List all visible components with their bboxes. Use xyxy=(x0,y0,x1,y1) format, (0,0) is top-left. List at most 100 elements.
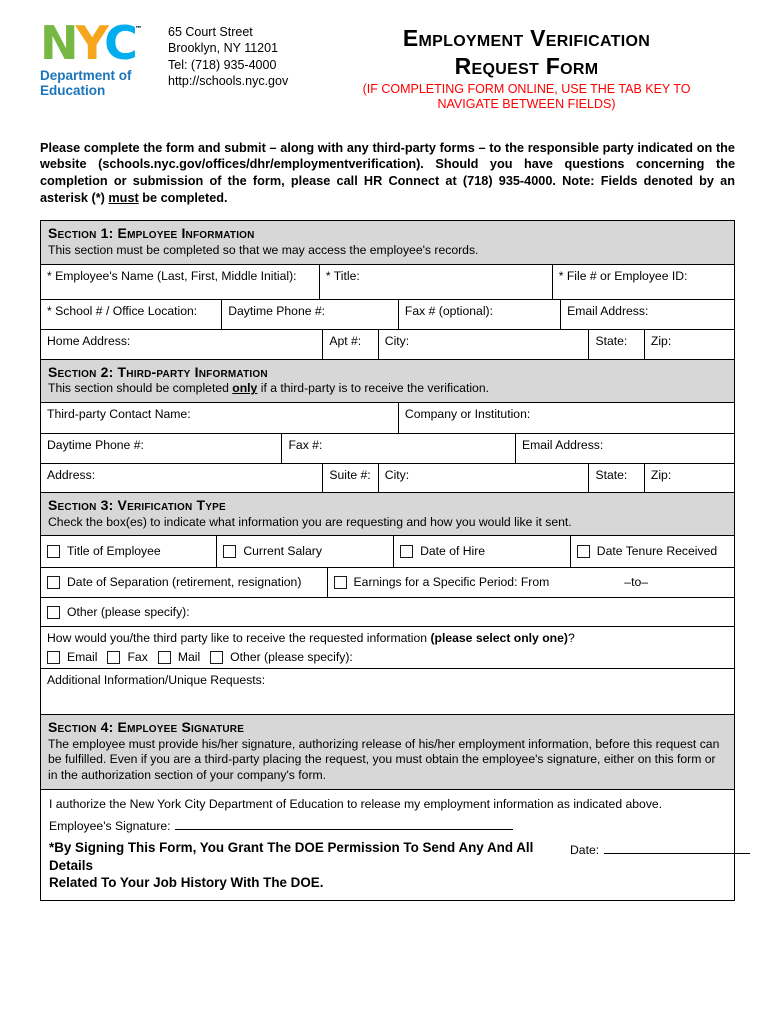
section-1-row-1: * Employee's Name (Last, First, Middle I… xyxy=(41,263,734,299)
file-number-field[interactable]: * File # or Employee ID: xyxy=(551,264,734,299)
mail-option: Mail xyxy=(157,649,201,665)
employee-email-field[interactable]: Email Address: xyxy=(560,299,734,329)
address-block: 65 Court Street Brooklyn, NY 11201 Tel: … xyxy=(168,22,318,89)
checkbox-mail[interactable] xyxy=(157,650,171,664)
dept-line-2: Education xyxy=(40,83,106,99)
checkbox-other-verification[interactable] xyxy=(47,605,60,619)
third-party-city-field[interactable]: City: xyxy=(377,463,589,492)
third-party-daytime-phone-label: Daytime Phone #: xyxy=(47,437,144,452)
date-part: Date: xyxy=(570,839,751,859)
date-label: Date: xyxy=(570,843,600,858)
date-of-hire-label: Date of Hire xyxy=(420,544,486,559)
title-of-employee-label: Title of Employee xyxy=(67,544,161,559)
third-party-address-field[interactable]: Address: xyxy=(41,464,322,492)
earnings-period-option: Earnings for a Specific Period: From –to– xyxy=(326,568,734,598)
section-1-header: Section 1: Employee Information This sec… xyxy=(41,221,734,264)
address-website: http://schools.nyc.gov xyxy=(168,73,289,88)
third-party-state-field[interactable]: State: xyxy=(588,463,643,492)
other-verification-label: Other (please specify): xyxy=(67,604,190,619)
checkbox-date-tenure-received[interactable] xyxy=(576,545,590,559)
signature-row: I authorize the New York City Department… xyxy=(41,788,751,901)
section-1-title: Section 1: Employee Information xyxy=(48,225,255,242)
employee-apt-field[interactable]: Apt #: xyxy=(322,329,377,359)
date-tenure-received-option: Date Tenure Received xyxy=(569,536,734,568)
section-3-subtitle: Check the box(es) to indicate what infor… xyxy=(48,514,572,529)
home-address-label: Home Address: xyxy=(47,333,131,348)
school-office-location-label: * School # / Office Location: xyxy=(47,303,198,318)
third-party-fax-field[interactable]: Fax #: xyxy=(281,433,515,463)
employee-city-label: City: xyxy=(384,333,410,348)
third-party-address-label: Address: xyxy=(47,467,96,482)
section-4-subtitle: The employee must provide his/her signat… xyxy=(48,736,720,782)
third-party-city-label: City: xyxy=(384,467,410,482)
additional-info-label: Additional Information/Unique Requests: xyxy=(47,672,266,687)
third-party-daytime-phone-field[interactable]: Daytime Phone #: xyxy=(41,434,281,463)
checkbox-earnings-period[interactable] xyxy=(333,576,347,590)
suite-field[interactable]: Suite #: xyxy=(322,463,377,492)
employee-state-field[interactable]: State: xyxy=(588,329,643,359)
employee-email-label: Email Address: xyxy=(567,303,649,318)
logo-letter-c: C xyxy=(104,16,138,70)
mail-label: Mail xyxy=(177,649,201,664)
earnings-to-label: –to– xyxy=(624,575,649,590)
checkbox-other-delivery[interactable] xyxy=(210,650,224,664)
company-institution-field[interactable]: Company or Institution: xyxy=(397,402,734,433)
additional-info-field[interactable]: Additional Information/Unique Requests: xyxy=(41,669,734,714)
title-of-employee-option: Title of Employee xyxy=(41,536,216,567)
section-3-row-1: Title of Employee Current Salary Date of… xyxy=(41,535,734,568)
signature-label: Employee's Signature: xyxy=(49,819,171,834)
other-verification-field[interactable]: Other (please specify): xyxy=(41,598,734,626)
section-2-title: Section 2: Third-party Information xyxy=(48,363,268,380)
third-party-state-label: State: xyxy=(595,467,628,482)
signature-line[interactable] xyxy=(174,817,513,831)
section-3-row-2: Date of Separation (retirement, resignat… xyxy=(41,567,734,598)
page-title: Employment Verification Request Form xyxy=(318,24,735,80)
third-party-email-field[interactable]: Email Address: xyxy=(515,433,734,463)
address-phone: Tel: (718) 935-4000 xyxy=(168,57,277,72)
third-party-zip-label: Zip: xyxy=(650,467,672,482)
section-3-row-3: Other (please specify): xyxy=(41,597,734,626)
checkbox-date-of-hire[interactable] xyxy=(400,545,414,559)
checkbox-fax[interactable] xyxy=(107,650,121,664)
employee-daytime-phone-field[interactable]: Daytime Phone #: xyxy=(221,299,398,329)
section-2-header: Section 2: Third-party Information This … xyxy=(41,358,734,402)
date-of-hire-option: Date of Hire xyxy=(393,536,570,568)
other-delivery-option: Other (please specify): xyxy=(210,650,353,665)
address-street: 65 Court Street xyxy=(168,25,253,39)
third-party-contact-name-label: Third-party Contact Name: xyxy=(47,406,191,421)
section-4-title: Section 4: Employee Signature xyxy=(48,718,245,735)
checkbox-title-of-employee[interactable] xyxy=(47,545,60,559)
school-office-location-field[interactable]: * School # / Office Location: xyxy=(41,300,221,329)
title-line-1: Employment Verification xyxy=(402,25,651,51)
date-line[interactable] xyxy=(604,841,751,855)
checkbox-current-salary[interactable] xyxy=(223,545,237,559)
authorization-statement: I authorize the New York City Department… xyxy=(49,796,663,811)
employee-fax-field[interactable]: Fax # (optional): xyxy=(397,299,560,329)
checkbox-email[interactable] xyxy=(47,650,60,664)
checkbox-date-of-separation[interactable] xyxy=(47,576,60,590)
section-1-subtitle: This section must be completed so that w… xyxy=(48,242,479,257)
form-page: NYC™ Department of Education 65 Court St… xyxy=(40,20,751,902)
employee-apt-label: Apt #: xyxy=(329,333,362,348)
section-2-subtitle: This section should be completed only if… xyxy=(48,381,490,396)
third-party-zip-field[interactable]: Zip: xyxy=(643,463,734,492)
section-2-row-1: Third-party Contact Name: Company or Ins… xyxy=(41,401,734,433)
date-tenure-received-label: Date Tenure Received xyxy=(596,544,718,559)
employee-fax-label: Fax # (optional): xyxy=(404,303,493,318)
online-note-line-2: NAVIGATE BETWEEN FIELDS) xyxy=(437,97,616,112)
section-3-header: Section 3: Verification Type Check the b… xyxy=(41,491,734,536)
third-party-contact-name-field[interactable]: Third-party Contact Name: xyxy=(41,403,398,433)
employee-city-field[interactable]: City: xyxy=(377,329,589,359)
employee-state-label: State: xyxy=(595,333,628,348)
employee-name-field[interactable]: * Employee's Name (Last, First, Middle I… xyxy=(41,265,319,299)
nyc-doe-logo: NYC™ Department of Education xyxy=(40,20,164,99)
grant-row: *By Signing This Form, You Grant The DOE… xyxy=(49,839,751,891)
file-number-label: * File # or Employee ID: xyxy=(558,268,688,283)
email-option: Email xyxy=(47,650,97,665)
home-address-field[interactable]: Home Address: xyxy=(41,330,322,359)
employee-title-field[interactable]: * Title: xyxy=(318,264,552,299)
employee-zip-field[interactable]: Zip: xyxy=(643,329,734,359)
dept-line-1: Department of xyxy=(40,68,132,84)
fax-label: Fax xyxy=(127,649,148,664)
current-salary-option: Current Salary xyxy=(216,536,393,568)
